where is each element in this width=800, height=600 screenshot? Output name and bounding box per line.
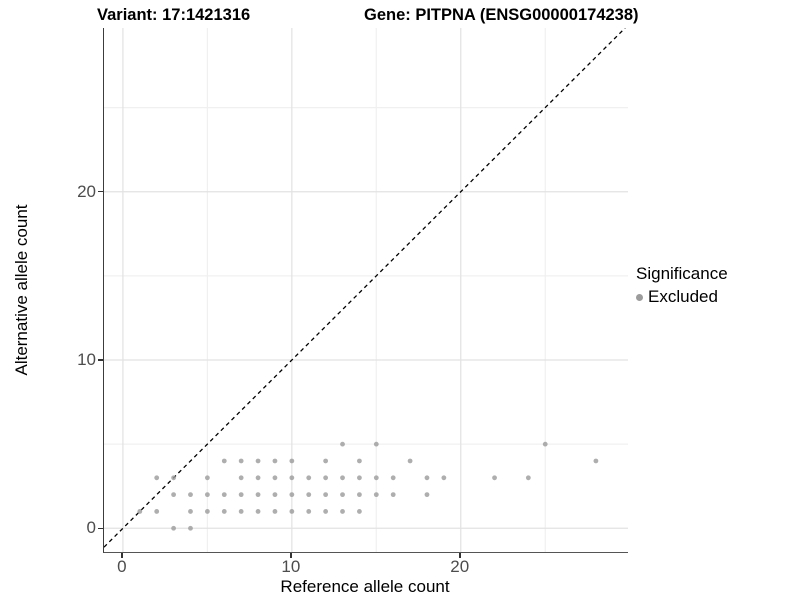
data-point [255, 475, 261, 481]
data-point [255, 492, 261, 498]
data-point [357, 492, 362, 498]
data-point [323, 458, 329, 464]
data-point [542, 441, 548, 447]
x-tick-mark [121, 553, 123, 558]
gene-title: Gene: PITPNA (ENSG00000174238) [364, 6, 639, 24]
y-tick-mark [98, 527, 103, 530]
data-point [357, 509, 362, 514]
data-point [171, 492, 176, 498]
data-point [441, 475, 447, 481]
data-point [306, 475, 312, 481]
data-point [340, 475, 345, 481]
data-point [424, 492, 430, 498]
data-point [340, 509, 345, 514]
data-point [255, 509, 261, 514]
data-point [373, 492, 379, 498]
legend-item-excluded: Excluded [636, 287, 728, 307]
x-tick-label: 0 [117, 557, 127, 576]
data-point [492, 475, 497, 481]
data-point [154, 475, 160, 481]
data-point [323, 492, 329, 498]
data-point [306, 509, 312, 514]
data-point [238, 509, 244, 514]
data-point [593, 458, 599, 464]
data-point [357, 458, 362, 464]
x-tick-mark [290, 553, 292, 558]
x-axis-title: Reference allele count [280, 577, 450, 596]
identity-line [104, 28, 626, 548]
data-point [171, 525, 176, 531]
legend-dot-icon [636, 293, 643, 301]
legend-title: Significance [636, 264, 728, 283]
data-point [373, 441, 379, 447]
data-point [390, 492, 396, 498]
legend-item-label: Excluded [648, 287, 718, 306]
data-point [272, 509, 278, 514]
data-point [323, 509, 329, 514]
data-point [323, 475, 329, 481]
data-point [289, 475, 295, 481]
data-point [188, 525, 193, 531]
data-point [306, 492, 312, 498]
data-point [238, 458, 244, 464]
data-point [272, 475, 278, 481]
data-point [188, 492, 193, 498]
y-tick-label: 20 [77, 181, 96, 201]
data-point [221, 458, 227, 464]
x-tick-label: 10 [281, 557, 301, 576]
data-point [525, 475, 531, 481]
data-point [289, 492, 295, 498]
data-point [188, 509, 193, 514]
data-point [407, 458, 413, 464]
y-tick-label: 10 [77, 350, 96, 369]
data-point [238, 475, 244, 481]
data-point [340, 492, 345, 498]
data-point [154, 509, 160, 514]
plot-canvas [104, 28, 628, 552]
x-tick-mark [459, 553, 461, 558]
data-point [373, 475, 379, 481]
data-point [289, 509, 295, 514]
data-point [221, 509, 227, 514]
data-point [340, 441, 345, 447]
data-point [272, 458, 278, 464]
data-point [424, 475, 430, 481]
data-point [255, 458, 261, 464]
y-axis-title: Alternative allele count [12, 204, 31, 376]
data-point [204, 492, 210, 498]
data-point [204, 475, 210, 481]
data-point [171, 475, 176, 481]
y-tick-mark [98, 359, 103, 361]
y-tick-label: 0 [86, 518, 96, 538]
legend: Significance Excluded [636, 264, 728, 307]
data-point [289, 458, 295, 464]
data-point [272, 492, 278, 498]
data-point [357, 475, 362, 481]
x-tick-label: 20 [450, 557, 470, 576]
plot-panel [103, 28, 628, 553]
y-tick-mark [98, 190, 103, 193]
data-point [238, 492, 244, 498]
data-point [390, 475, 396, 481]
data-point [137, 509, 143, 514]
data-point [204, 509, 210, 514]
data-point [221, 492, 227, 498]
variant-title: Variant: 17:1421316 [97, 6, 251, 24]
